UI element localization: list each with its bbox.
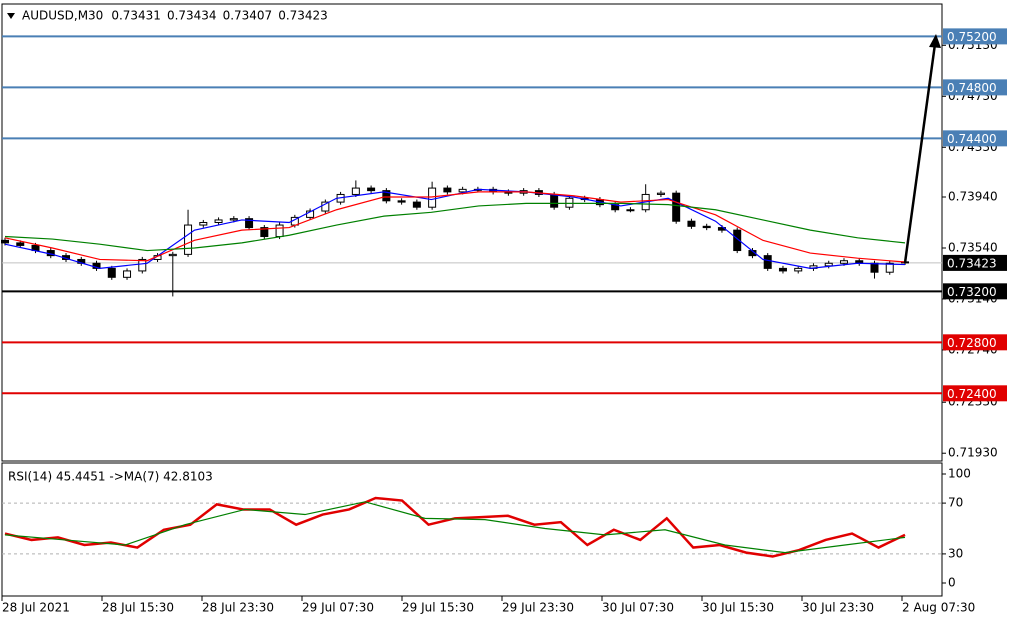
candle-body <box>656 192 665 195</box>
y-tick-label: 0.71930 <box>948 446 998 460</box>
candle-body <box>123 270 132 278</box>
collapse-triangle <box>7 13 15 19</box>
moving-average <box>4 202 906 252</box>
candle-body <box>672 192 681 222</box>
candle-body <box>260 227 269 238</box>
rsi-line <box>4 501 906 554</box>
candle-body <box>412 201 421 208</box>
current-price-label: 0.73423 <box>947 256 997 270</box>
y-tick-label: 0.73540 <box>948 240 998 254</box>
moving-average <box>4 191 906 263</box>
level-label: 0.74800 <box>947 81 997 95</box>
candle-body <box>245 218 254 229</box>
level-label: 0.72800 <box>947 336 997 350</box>
chart-title: AUDUSD,M30 <box>22 9 103 23</box>
x-tick-label: 28 Jul 15:30 <box>102 601 174 615</box>
rsi-line <box>4 496 906 558</box>
x-tick-label: 29 Jul 07:30 <box>302 601 374 615</box>
x-tick-label: 30 Jul 07:30 <box>602 601 674 615</box>
title-value: 0.73431 <box>111 9 161 23</box>
level-label-box <box>943 28 1007 45</box>
candle-body <box>214 219 223 223</box>
candle-body <box>138 258 147 272</box>
candle-body <box>885 262 894 273</box>
x-tick-label: 2 Aug 07:30 <box>902 601 975 615</box>
candle-body <box>351 187 360 195</box>
x-tick-label: 28 Jul 23:30 <box>202 601 274 615</box>
rsi-title: RSI(14) 45.4451 ->MA(7) 42.8103 <box>8 470 213 484</box>
candle-body <box>443 187 452 193</box>
candle-body <box>199 221 208 226</box>
candle-body <box>1 239 9 244</box>
x-tick-label: 29 Jul 15:30 <box>402 601 474 615</box>
level-label-box <box>943 385 1007 402</box>
candle-body <box>824 262 833 267</box>
main-panel <box>1 3 943 462</box>
candle-body <box>184 224 193 255</box>
candle-body <box>702 225 711 229</box>
candle-body <box>428 187 437 208</box>
level-label-box <box>943 283 1007 300</box>
rsi-tick-label: 30 <box>948 546 963 560</box>
candle-body <box>870 262 879 273</box>
y-tick-label: 0.73940 <box>948 189 998 203</box>
level-label: 0.75200 <box>947 30 997 44</box>
level-label: 0.74400 <box>947 132 997 146</box>
rsi-tick-label: 100 <box>948 467 971 481</box>
candle-body <box>397 200 406 203</box>
level-label: 0.72400 <box>947 387 997 401</box>
candle-body <box>687 220 696 227</box>
candle-body <box>565 197 574 208</box>
title-value: 0.73423 <box>278 9 328 23</box>
arrow-head <box>929 34 941 48</box>
candle-body <box>733 229 742 252</box>
x-tick-label: 30 Jul 15:30 <box>702 601 774 615</box>
level-label-box <box>943 79 1007 96</box>
candle-body <box>550 193 559 208</box>
candle-body <box>839 260 848 264</box>
arrow <box>903 43 937 264</box>
candle-body <box>275 224 284 238</box>
level-label-box <box>943 130 1007 147</box>
candle-body <box>107 267 116 278</box>
candle-body <box>321 201 330 212</box>
x-tick-label: 28 Jul 2021 <box>2 601 70 615</box>
candle-body <box>778 267 787 272</box>
candle-body <box>168 253 177 257</box>
title-value: 0.73407 <box>223 9 273 23</box>
current-price-box <box>943 254 1007 271</box>
title-value: 0.73434 <box>167 9 217 23</box>
candle-body <box>229 218 238 221</box>
rsi-tick-label: 70 <box>948 496 963 510</box>
candle-body <box>16 242 25 246</box>
x-tick-label: 30 Jul 23:30 <box>802 601 874 615</box>
level-label-box <box>943 334 1007 351</box>
x-tick-label: 29 Jul 23:30 <box>502 601 574 615</box>
candle-body <box>382 190 391 202</box>
candle-body <box>367 187 376 192</box>
level-label: 0.73200 <box>947 285 997 299</box>
candle-body <box>626 209 635 212</box>
candle-body <box>794 267 803 272</box>
candle-body <box>458 188 467 193</box>
rsi-panel <box>1 462 943 597</box>
candle-body <box>763 255 772 269</box>
rsi-tick-label: 0 <box>948 576 956 590</box>
